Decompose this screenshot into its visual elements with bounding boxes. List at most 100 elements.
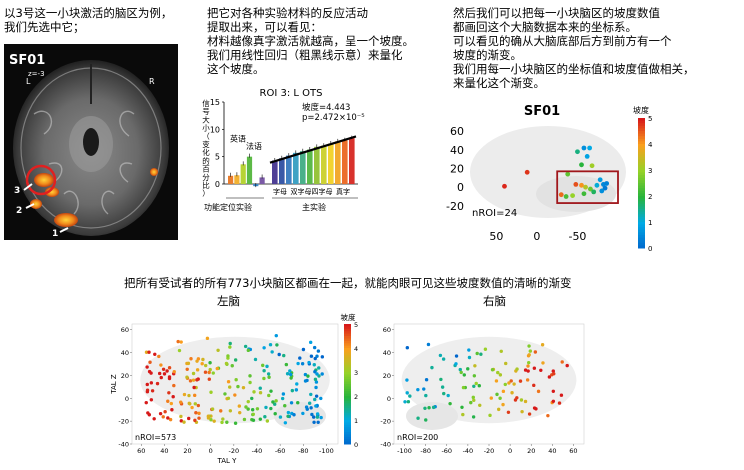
roi-point — [528, 349, 533, 353]
roi-point — [320, 372, 324, 376]
roi-point — [532, 383, 536, 388]
colorbar-segment — [638, 185, 645, 189]
roi-point — [179, 400, 183, 404]
activation-blob — [45, 187, 59, 197]
colorbar-segment — [344, 362, 351, 366]
roi-point — [416, 387, 420, 392]
roi-point — [246, 399, 250, 404]
roi-point — [478, 403, 482, 407]
colorbar-segment — [344, 391, 351, 395]
y-axis-label-char: （ — [202, 132, 210, 141]
roi-point — [581, 191, 587, 197]
roi-point — [210, 407, 215, 411]
roi-point — [277, 352, 281, 357]
colorbar-segment — [638, 227, 645, 231]
roi-point — [250, 408, 255, 412]
roi-point — [307, 360, 311, 365]
localizer-bar — [228, 175, 234, 184]
colorbar-segment — [638, 170, 645, 174]
roi-point — [157, 371, 162, 376]
roi-point — [196, 403, 201, 408]
roi-label: 1 — [52, 229, 58, 239]
roi-point — [262, 346, 266, 350]
roi-point — [270, 350, 274, 354]
localizer-label: 法语 — [246, 141, 262, 151]
roi-point — [230, 364, 234, 368]
roi-point — [441, 357, 446, 361]
x-tick-label: -100 — [319, 447, 334, 455]
roi-point — [306, 374, 310, 378]
roi-point — [271, 400, 275, 404]
roi-point — [167, 375, 172, 379]
roi-point — [588, 186, 593, 192]
main-category-label: 真字 — [336, 187, 350, 196]
roi-point — [301, 411, 305, 416]
roi-point — [295, 382, 299, 386]
y-tick-label: 40 — [450, 144, 464, 157]
roi-point — [560, 360, 564, 364]
roi-point — [314, 394, 319, 398]
y-axis-label-char: 化 — [202, 147, 210, 157]
roi-point — [267, 375, 271, 379]
roi-point — [471, 415, 476, 419]
roi-point — [208, 361, 212, 365]
roi-point — [223, 392, 227, 396]
roi-point — [440, 385, 445, 389]
y-axis-label-char: 变 — [202, 139, 210, 149]
x-tick-label: 0 — [209, 447, 213, 455]
colorbar-segment — [344, 434, 351, 438]
roi-point — [448, 401, 452, 406]
colorbar-segment — [638, 141, 645, 145]
subject-label: SF01 — [9, 53, 45, 68]
main-bar — [307, 149, 313, 184]
roi-point — [495, 392, 499, 397]
colorbar-segment — [638, 118, 645, 122]
p-value-annotation: p=2.472×10⁻⁵ — [302, 113, 365, 123]
localizer-bar — [234, 175, 240, 184]
roi-point — [459, 370, 463, 375]
roi-point — [285, 372, 290, 376]
roi-point — [461, 412, 465, 417]
y-tick-label: 0 — [125, 395, 129, 403]
colorbar-segment — [344, 336, 351, 339]
y-tick-label: 60 — [383, 326, 391, 334]
roi-point — [150, 389, 155, 393]
colorbar-segment — [344, 331, 351, 335]
y-axis-label-char: 信 — [202, 98, 210, 108]
roi-point — [403, 400, 407, 404]
roi-point — [446, 393, 450, 398]
roi-point — [466, 367, 470, 371]
caption-line: 我们先选中它； — [4, 20, 85, 34]
x-tick-label: -50 — [568, 230, 586, 243]
roi-point — [255, 407, 260, 411]
colorbar-segment — [638, 222, 645, 226]
localizer-bar — [259, 177, 265, 184]
roi-point — [172, 370, 176, 374]
roi-point — [488, 413, 492, 418]
colorbar-segment — [344, 352, 351, 356]
roi-point — [546, 413, 550, 418]
roi-point — [581, 145, 587, 151]
roi-point — [195, 378, 199, 382]
roi-point — [424, 393, 428, 398]
roi-point — [266, 372, 271, 376]
roi-point — [264, 405, 268, 410]
roi-point — [439, 377, 443, 382]
colorbar-segment — [638, 131, 645, 135]
colorbar-segment — [638, 242, 645, 246]
main-bar — [335, 141, 341, 184]
roi-point — [163, 409, 167, 414]
colorbar-segment — [344, 357, 351, 361]
roi-point — [501, 389, 506, 394]
colorbar-segment — [638, 198, 645, 202]
colorbar-segment — [638, 245, 645, 249]
roi-point — [498, 373, 503, 377]
colorbar-tick-label: 3 — [354, 369, 358, 377]
roi-point — [309, 354, 314, 358]
roi-point — [241, 385, 246, 390]
roi-point — [499, 349, 503, 354]
roi-point — [472, 374, 477, 378]
colorbar-segment — [638, 232, 645, 236]
roi-point — [296, 400, 300, 405]
roi-point — [274, 333, 278, 338]
